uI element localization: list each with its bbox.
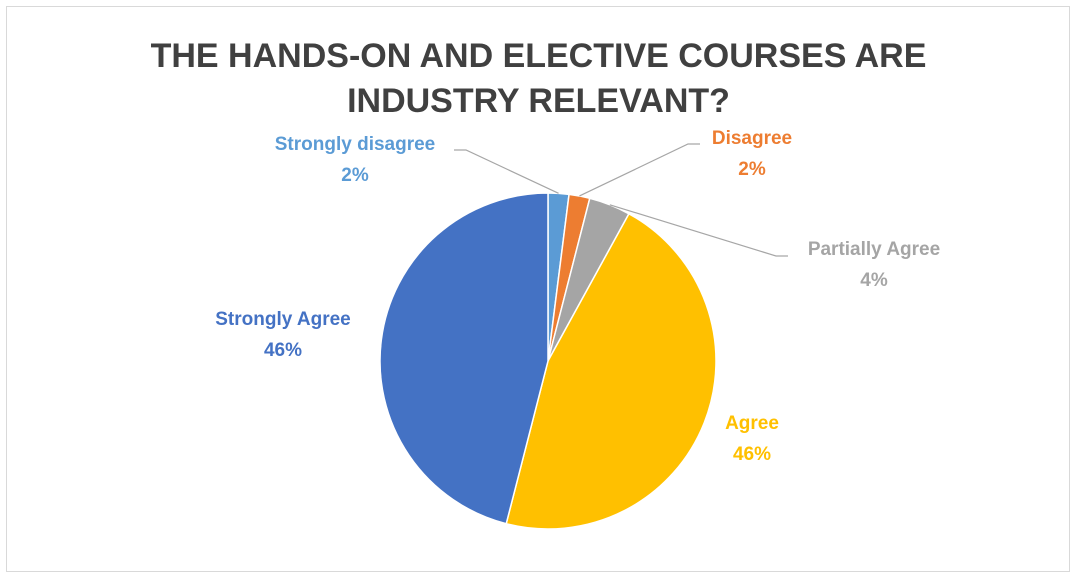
leader-lines: [454, 143, 788, 257]
data-label-value-agree: 46%: [733, 444, 771, 465]
data-label-name-partially-agree: Partially Agree: [808, 239, 940, 260]
leader-line-partially-agree: [609, 204, 788, 257]
chart-title-line-2: INDUSTRY RELEVANT?: [347, 82, 730, 120]
chart-title: THE HANDS-ON AND ELECTIVE COURSES ARE IN…: [0, 34, 1077, 124]
data-label-value-disagree: 2%: [738, 159, 766, 180]
data-label-name-agree: Agree: [725, 413, 779, 434]
data-label-value-partially-agree: 4%: [860, 270, 888, 291]
data-labels: Strongly disagree 2% Disagree 2% Partially A…: [215, 128, 940, 465]
chart-title-line-1: THE HANDS-ON AND ELECTIVE COURSES ARE: [150, 37, 927, 75]
pie-slices: [379, 192, 717, 530]
leader-line-disagree: [579, 143, 700, 197]
data-label-name-strongly-disagree: Strongly disagree: [275, 134, 436, 155]
data-label-name-disagree: Disagree: [712, 128, 792, 149]
data-label-value-strongly-agree: 46%: [264, 340, 302, 361]
leader-line-strongly-disagree: [454, 149, 559, 194]
pie-slice-strongly-agree: [379, 192, 549, 525]
pie-slice-agree: [505, 212, 717, 530]
data-label-value-strongly-disagree: 2%: [341, 165, 369, 186]
data-label-name-strongly-agree: Strongly Agree: [215, 309, 351, 330]
